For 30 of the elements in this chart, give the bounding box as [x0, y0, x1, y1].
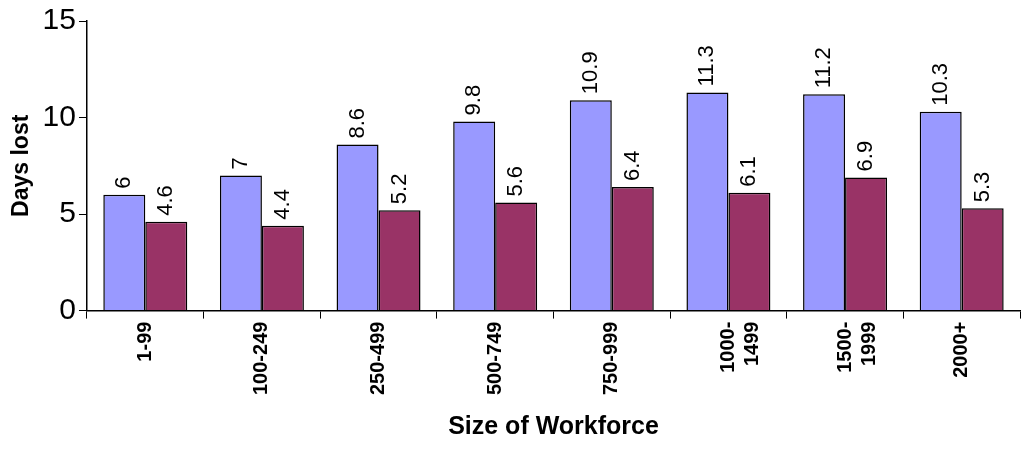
data-label: 10.3 [926, 62, 952, 106]
data-label: 5.6 [502, 165, 528, 197]
data-label: 4.4 [268, 189, 294, 220]
data-label: 11.3 [693, 45, 719, 87]
data-label: 6.9 [852, 140, 878, 172]
y-tick-label: 10 [42, 98, 76, 132]
x-tick-label: 100-249 [249, 321, 272, 396]
data-label: 10.9 [576, 51, 602, 95]
data-label: 5.3 [968, 171, 994, 203]
x-axis-title: Size of Workforce [448, 410, 659, 439]
x-tick-label: 750-999 [599, 321, 622, 396]
data-label: 5.2 [385, 173, 411, 205]
data-label: 6.4 [618, 150, 644, 182]
data-label: 8.6 [343, 107, 369, 139]
x-tick-label: 1000-1499 [715, 321, 762, 373]
y-tick-label: 0 [59, 291, 76, 325]
x-tick-label: 1-99 [132, 321, 155, 362]
data-label: 6.1 [735, 156, 761, 187]
y-axis-title: Days lost [7, 114, 34, 217]
data-label: 4.6 [152, 185, 178, 216]
data-label: 11.2 [810, 47, 836, 89]
x-tick-label: 1500-1999 [832, 321, 879, 373]
data-label: 6 [110, 176, 136, 189]
y-tick-label: 5 [59, 195, 76, 229]
x-tick-label: 250-499 [366, 321, 389, 396]
data-label: 9.8 [460, 84, 486, 116]
x-tick-label: 2000+ [949, 321, 972, 378]
x-tick-label: 500-749 [482, 321, 505, 396]
y-tick-label: 15 [42, 2, 76, 36]
data-label: 7 [226, 157, 252, 170]
